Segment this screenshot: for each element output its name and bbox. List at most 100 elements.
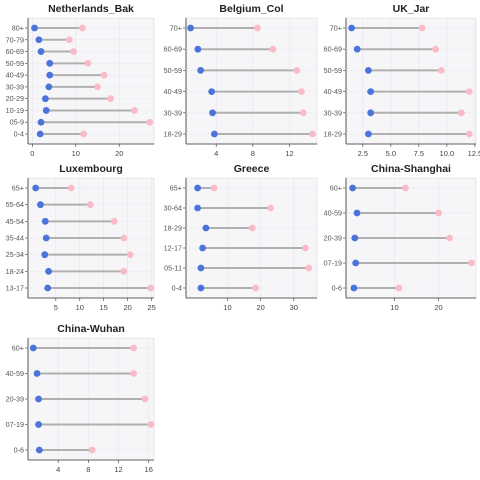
- panel-luxembourg-category-label-13-17: 13-17: [6, 284, 24, 293]
- panel-china-wuhan-category-label-60: 60+: [12, 344, 24, 353]
- panel-belgium-col-xtick-label: 4: [214, 149, 218, 158]
- panel-netherlands-bak-start-point-80: [31, 24, 38, 32]
- panel-china-wuhan: China-Wuhan 4 8 12 16 60+ 40-59 20-39 07-19 0-6: [6, 323, 155, 474]
- panel-belgium-col-end-point-40-49: [298, 88, 305, 95]
- panel-china-wuhan-title: China-Wuhan: [57, 323, 124, 335]
- panel-china-wuhan-end-point-0-6: [88, 446, 96, 454]
- panel-china-shanghai-start-point-60: [349, 184, 357, 192]
- panel-china-wuhan-start-point-40-59: [33, 370, 41, 377]
- panel-greece-start-point-05-11: [197, 264, 205, 272]
- panel-china-shanghai-end-point-07-19: [468, 259, 475, 267]
- panel-belgium-col-end-point-60-69: [269, 45, 277, 53]
- panel-belgium-col-xtick-label: 8: [251, 149, 255, 158]
- panel-china-wuhan-end-point-60: [130, 344, 138, 352]
- panel-belgium-col-category-label-50-59: 50-59: [164, 66, 182, 75]
- panel-greece-category-label-30-64: 30-64: [164, 204, 182, 213]
- panel-netherlands-bak-start-point-40-49: [46, 71, 54, 79]
- panel-luxembourg-category-label-25-34: 25-34: [6, 250, 24, 259]
- panel-belgium-col-end-point-30-39: [299, 109, 307, 117]
- panel-netherlands-bak-xtick-label: 10: [72, 149, 80, 158]
- panel-china-shanghai-end-point-20-39: [446, 234, 453, 242]
- panel-netherlands-bak-end-point-05-9: [146, 118, 154, 126]
- panel-uk-jar-start-point-70: [348, 24, 356, 32]
- panel-greece-end-point-0-4: [252, 284, 260, 292]
- panel-china-shanghai-category-label-60: 60+: [330, 184, 342, 193]
- panel-greece-category-label-12-17: 12-17: [164, 244, 182, 253]
- panel-china-shanghai-start-point-40-59: [353, 209, 361, 217]
- panel-uk-jar: UK_Jar 2.5 5.0 7.5 10.0 12.5 70+ 60-69 50-59 40-4…: [324, 3, 480, 158]
- panel-netherlands-bak-start-point-05-9: [37, 118, 45, 126]
- panel-luxembourg-end-point-55-64: [86, 201, 94, 209]
- panel-uk-jar-title: UK_Jar: [393, 3, 430, 15]
- panel-luxembourg-end-point-18-24: [120, 267, 128, 275]
- panel-netherlands-bak-end-point-10-19: [131, 107, 138, 114]
- panel-luxembourg-start-point-55-64: [37, 201, 44, 209]
- panel-belgium-col-end-point-70: [254, 24, 261, 32]
- panel-uk-jar-category-label-70: 70+: [330, 24, 342, 33]
- panel-greece-xtick-label: 30: [290, 303, 298, 312]
- panel-china-wuhan-xtick-label: 16: [145, 465, 153, 474]
- panel-china-wuhan-start-point-07-19: [35, 421, 42, 428]
- panel-belgium-col-category-label-60-69: 60-69: [164, 45, 182, 54]
- panel-luxembourg-start-point-25-34: [41, 251, 49, 259]
- panel-china-shanghai-category-label-20-39: 20-39: [324, 234, 342, 243]
- panel-netherlands-bak-category-label-40-49: 40-49: [6, 71, 24, 80]
- panel-china-shanghai-title: China-Shanghai: [371, 163, 451, 175]
- panel-greece: Greece 10 20 30 65+ 30-64 18-29 12-17 05-11 0-4: [164, 163, 318, 312]
- panel-netherlands-bak-start-point-10-19: [42, 107, 50, 114]
- panel-greece-start-point-30-64: [194, 204, 202, 212]
- panel-china-wuhan-start-point-20-39: [35, 395, 42, 403]
- panel-greece-end-point-30-64: [267, 204, 274, 212]
- panel-china-wuhan-end-point-20-39: [141, 395, 149, 403]
- panel-netherlands-bak-category-label-60-69: 60-69: [6, 47, 24, 56]
- panel-china-wuhan-category-label-40-59: 40-59: [6, 369, 24, 378]
- panel-netherlands-bak-end-point-50-59: [84, 59, 92, 67]
- panel-belgium-col-category-label-40-49: 40-49: [164, 87, 182, 96]
- panel-luxembourg-start-point-18-24: [45, 267, 53, 275]
- panel-china-shanghai-xtick-label: 20: [434, 303, 442, 312]
- panel-belgium-col-category-label-70: 70+: [170, 24, 182, 33]
- panel-luxembourg-category-label-18-24: 18-24: [6, 267, 24, 276]
- panel-greece-xtick-label: 20: [256, 303, 264, 312]
- panel-netherlands-bak-category-label-10-19: 10-19: [6, 106, 24, 115]
- panel-netherlands-bak-start-point-0-4: [36, 130, 44, 138]
- panel-uk-jar-end-point-30-39: [458, 109, 465, 117]
- panel-netherlands-bak-start-point-60-69: [37, 48, 45, 55]
- panel-belgium-col-start-point-60-69: [194, 45, 202, 53]
- panel-greece-category-label-18-29: 18-29: [164, 224, 182, 233]
- panel-uk-jar-category-label-18-29: 18-29: [324, 130, 342, 139]
- panel-uk-jar-start-point-40-49: [367, 88, 375, 95]
- panel-china-shanghai-end-point-0-6: [395, 284, 403, 292]
- panel-china-wuhan-category-label-20-39: 20-39: [6, 395, 24, 404]
- panel-luxembourg-xtick-label: 10: [76, 303, 84, 312]
- panel-netherlands-bak-xtick-label: 20: [115, 149, 123, 158]
- panel-belgium-col-end-point-18-29: [309, 130, 316, 138]
- panel-uk-jar-xtick-label: 10.0: [440, 149, 455, 158]
- panel-greece-end-point-05-11: [305, 264, 313, 272]
- panel-luxembourg-xtick-label: 15: [100, 303, 108, 312]
- panel-china-wuhan-end-point-40-59: [130, 370, 138, 377]
- panel-netherlands-bak-end-point-80: [78, 24, 86, 32]
- panel-belgium-col-start-point-40-49: [208, 88, 216, 95]
- panel-luxembourg-title: Luxembourg: [59, 163, 123, 175]
- panel-belgium-col: Belgium_Col 4 8 12 70+ 60-69 50-59 40-49 30-39 18…: [164, 3, 318, 158]
- panel-greece-end-point-65: [210, 184, 218, 192]
- panel-uk-jar-category-label-40-49: 40-49: [324, 87, 342, 96]
- panel-luxembourg-category-label-55-64: 55-64: [6, 200, 24, 209]
- panel-greece-xtick-label: 10: [223, 303, 231, 312]
- panel-greece-plot-area: [185, 177, 318, 299]
- panel-belgium-col-plot-area: [185, 17, 318, 145]
- panel-netherlands-bak-end-point-40-49: [100, 71, 108, 79]
- panel-greece-category-label-0-4: 0-4: [172, 284, 182, 293]
- panel-china-shanghai-category-label-0-6: 0-6: [332, 284, 342, 293]
- panel-netherlands-bak-end-point-0-4: [80, 130, 88, 138]
- panel-netherlands-bak-category-label-30-39: 30-39: [6, 82, 24, 91]
- panel-greece-category-label-05-11: 05-11: [164, 264, 182, 273]
- panel-netherlands-bak-end-point-60-69: [70, 48, 78, 55]
- panel-luxembourg-end-point-45-54: [110, 217, 118, 225]
- panel-greece-category-label-65: 65+: [170, 184, 182, 193]
- panel-greece-start-point-12-17: [199, 244, 206, 252]
- panel-belgium-col-start-point-18-29: [210, 130, 218, 138]
- panel-china-wuhan-xtick-label: 4: [56, 465, 60, 474]
